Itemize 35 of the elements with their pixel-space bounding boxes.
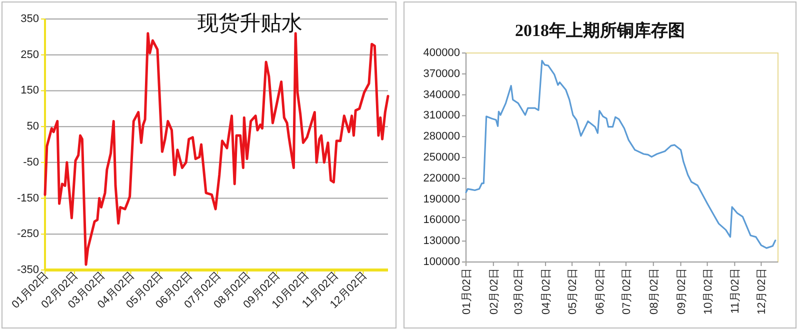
y-tick-label: 280000 [423, 130, 460, 143]
line-series [44, 32, 390, 266]
x-tick-label: 05月02日 [567, 268, 580, 314]
chart-title: 2018年上期所铜库存图 [515, 21, 685, 40]
y-tick-label: 250000 [423, 152, 460, 164]
y-tick-label: 130000 [423, 235, 460, 248]
x-tick-label: 08月02日 [648, 268, 660, 314]
x-tick-label: 01月02日 [461, 268, 473, 314]
x-tick-label: 09月02日 [676, 268, 688, 314]
y-tick-label: 150 [20, 84, 39, 97]
x-tick-label: 06月02日 [594, 268, 606, 314]
y-tick-label: 340000 [423, 88, 460, 101]
y-tick-label: -150 [16, 192, 39, 204]
y-tick-label: 250 [20, 48, 39, 61]
chart-title: 现货升贴水 [198, 11, 302, 35]
x-tick-label: 11月02日 [730, 268, 742, 314]
x-tick-label: 07月02日 [620, 268, 633, 314]
x-tick-label: 03月02日 [513, 268, 526, 314]
y-tick-label: 160000 [423, 214, 460, 226]
y-tick-label: 100000 [423, 256, 460, 268]
y-tick-label: 370000 [423, 68, 460, 80]
line-series [465, 60, 776, 249]
x-tick-label: 04月02日 [540, 268, 553, 314]
x-tick-label: 02月02日 [488, 268, 500, 314]
y-tick-label: 350 [20, 13, 39, 25]
y-tick-label: -350 [16, 264, 39, 276]
y-tick-label: 310000 [423, 110, 460, 122]
y-tick-label: -250 [16, 228, 39, 240]
y-tick-label: 400000 [423, 47, 460, 59]
x-tick-label: 10月02日 [702, 268, 714, 314]
y-tick-label: 190000 [423, 193, 460, 206]
y-tick-label: 220000 [423, 172, 460, 184]
x-tick-label: 12月02日 [756, 268, 768, 314]
y-tick-label: -50 [23, 156, 39, 168]
y-tick-label: 50 [26, 120, 39, 133]
